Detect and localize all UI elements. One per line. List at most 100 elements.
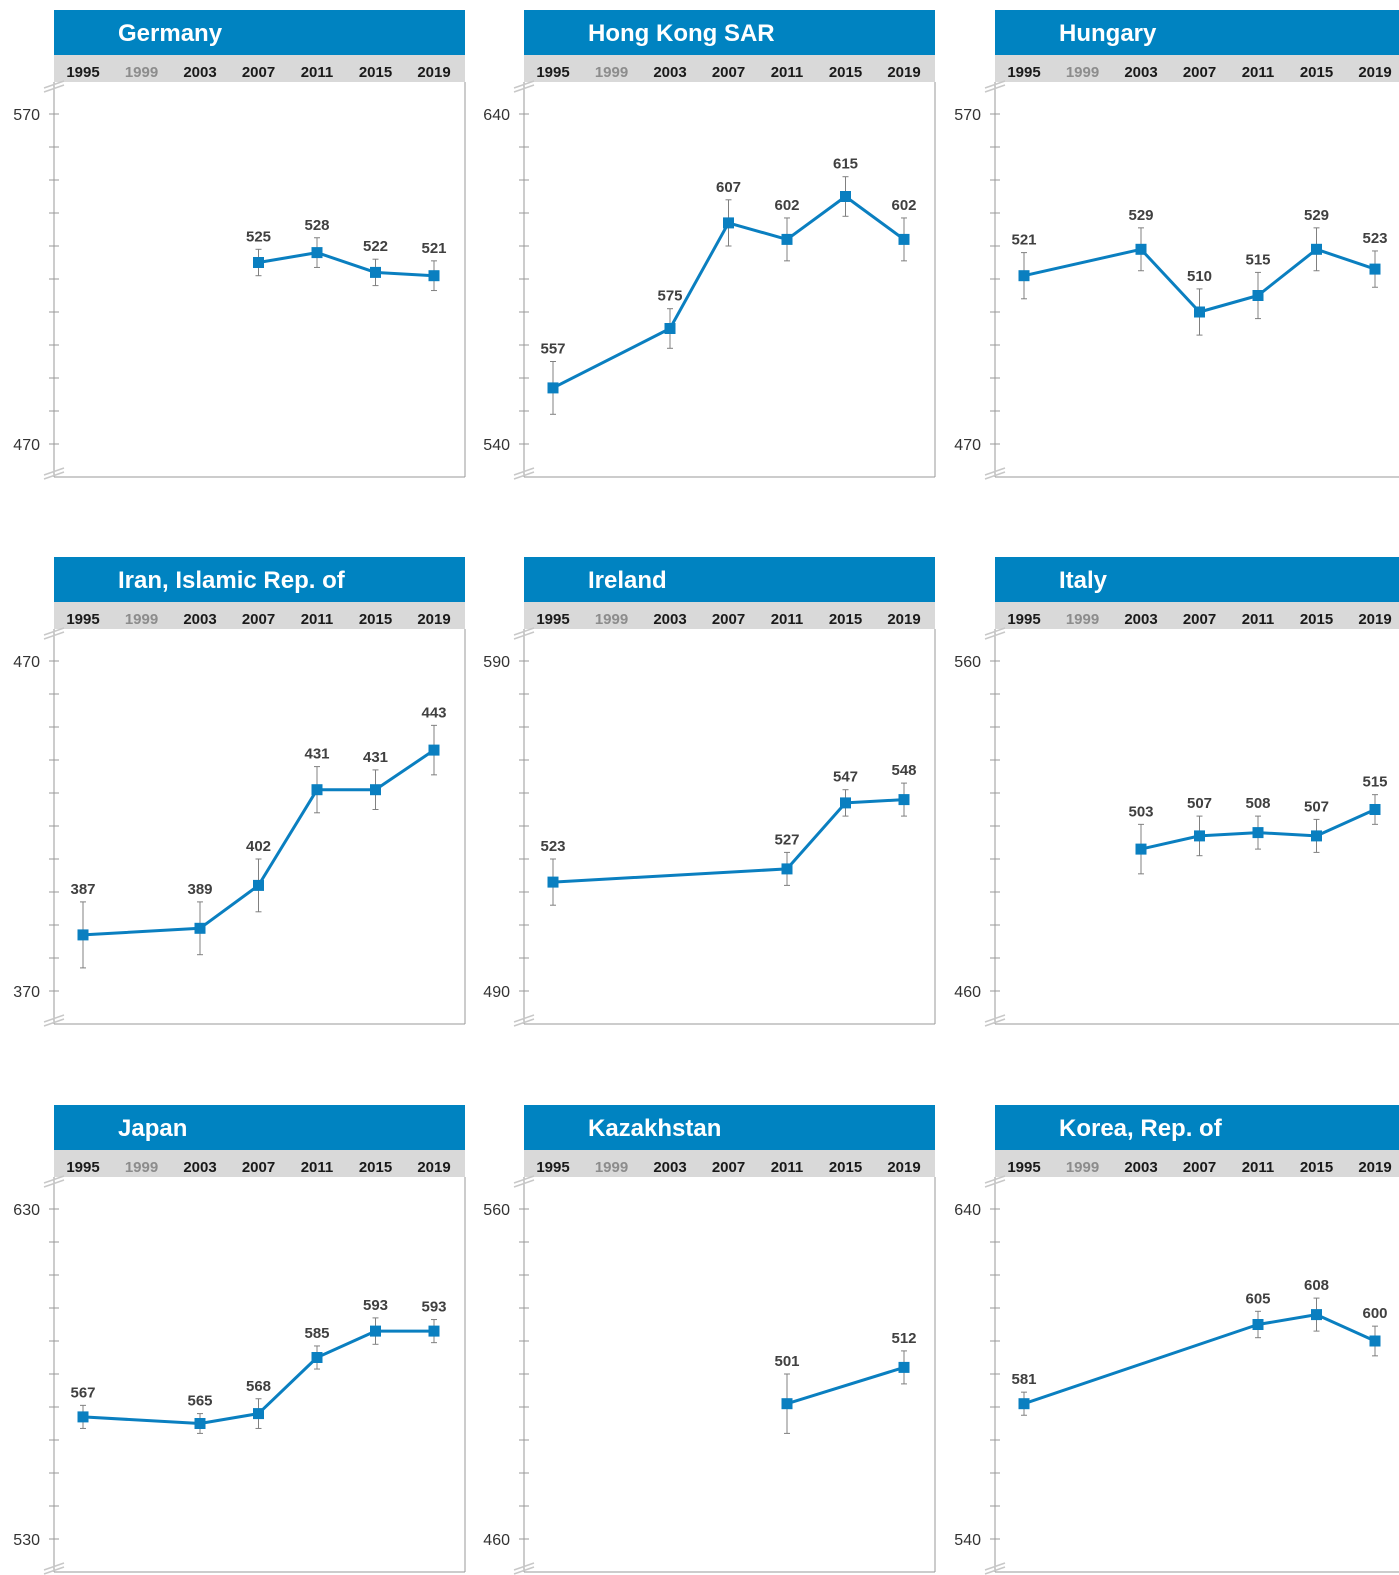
axis-break-mark bbox=[984, 84, 1006, 93]
chart-title: Iran, Islamic Rep. of bbox=[118, 567, 346, 594]
y-tick-label: 470 bbox=[954, 437, 981, 454]
chart-panel: Japan 1995 1999 2003 2007 2011 2015 2019 530 630 5… bbox=[13, 1105, 466, 1575]
data-label: 521 bbox=[421, 240, 446, 257]
year-label: 2007 bbox=[1183, 1159, 1216, 1176]
data-point-marker bbox=[253, 257, 264, 268]
year-label: 2019 bbox=[887, 611, 920, 628]
axis-break-mark bbox=[513, 471, 535, 480]
year-label: 2007 bbox=[712, 611, 745, 628]
data-point-marker bbox=[1311, 1309, 1322, 1321]
year-label: 2015 bbox=[359, 1159, 392, 1176]
year-label: 1999 bbox=[1066, 1159, 1099, 1176]
chart-title: Kazakhstan bbox=[588, 1115, 721, 1142]
year-band bbox=[524, 55, 935, 82]
year-label: 1999 bbox=[595, 611, 628, 628]
axis-break-mark bbox=[43, 631, 65, 640]
data-point-marker bbox=[1194, 830, 1205, 842]
data-point-marker bbox=[781, 233, 793, 245]
year-label: 2011 bbox=[301, 64, 334, 81]
year-band bbox=[54, 1150, 465, 1177]
series-line bbox=[258, 251, 435, 278]
chart-title: Korea, Rep. of bbox=[1059, 1115, 1223, 1142]
data-label: 602 bbox=[891, 197, 916, 214]
y-tick-label: 560 bbox=[954, 654, 981, 671]
data-point-marker bbox=[898, 233, 910, 245]
year-label: 2003 bbox=[653, 64, 686, 81]
year-label: 2019 bbox=[417, 64, 450, 81]
data-label: 512 bbox=[891, 1330, 916, 1347]
data-label: 608 bbox=[1304, 1277, 1329, 1294]
axis-break-mark bbox=[984, 1566, 1006, 1575]
data-label: 547 bbox=[833, 769, 858, 786]
chart-header bbox=[524, 557, 935, 602]
year-label: 1995 bbox=[1007, 611, 1040, 628]
year-label: 2007 bbox=[1183, 64, 1216, 81]
axis-break-mark bbox=[984, 471, 1006, 480]
y-tick-label: 570 bbox=[13, 107, 40, 124]
data-point-marker bbox=[370, 784, 381, 796]
axis-break-mark bbox=[984, 80, 1006, 89]
series-line bbox=[1023, 1313, 1376, 1406]
data-point-marker bbox=[77, 1411, 89, 1423]
data-label: 515 bbox=[1245, 251, 1270, 268]
data-label: 503 bbox=[1128, 803, 1153, 820]
data-label: 602 bbox=[774, 197, 799, 214]
axis-break-mark bbox=[43, 80, 65, 89]
year-label: 2011 bbox=[1242, 1159, 1275, 1176]
data-point-marker bbox=[253, 1408, 264, 1420]
axis-break-mark bbox=[513, 1562, 535, 1571]
data-point-marker bbox=[898, 794, 910, 806]
year-label: 1995 bbox=[66, 1159, 99, 1176]
year-label: 2019 bbox=[1358, 1159, 1391, 1176]
data-point-marker bbox=[840, 191, 851, 202]
year-label: 1999 bbox=[1066, 611, 1099, 628]
year-label: 2011 bbox=[1242, 64, 1275, 81]
chart-panel: Italy 1995 1999 2003 2007 2011 2015 2019 460 560 5… bbox=[954, 557, 1399, 1027]
chart-title: Italy bbox=[1059, 567, 1108, 594]
data-point-marker bbox=[1135, 243, 1147, 255]
axis-break-mark bbox=[43, 1566, 65, 1575]
data-label: 431 bbox=[304, 746, 329, 763]
year-band bbox=[524, 602, 935, 629]
y-tick-label: 490 bbox=[483, 984, 510, 1001]
data-label: 585 bbox=[304, 1325, 329, 1342]
chart-panel: Kazakhstan 1995 1999 2003 2007 2011 2015 2019 46… bbox=[483, 1105, 936, 1575]
data-label: 607 bbox=[716, 179, 741, 196]
year-label: 2015 bbox=[1300, 64, 1333, 81]
year-label: 2003 bbox=[1124, 611, 1157, 628]
data-point-marker bbox=[428, 270, 440, 282]
y-tick-label: 630 bbox=[13, 1202, 40, 1219]
data-label: 528 bbox=[304, 217, 329, 234]
data-point-marker bbox=[253, 879, 264, 891]
year-label: 1999 bbox=[125, 64, 158, 81]
year-label: 1999 bbox=[1066, 64, 1099, 81]
year-label: 2015 bbox=[1300, 611, 1333, 628]
axis-break-mark bbox=[984, 1179, 1006, 1188]
data-point-marker bbox=[370, 266, 381, 278]
year-label: 2011 bbox=[771, 1159, 804, 1176]
axis-break-mark bbox=[513, 627, 535, 636]
year-label: 2019 bbox=[417, 1159, 450, 1176]
chart-header bbox=[995, 1105, 1399, 1150]
y-tick-label: 590 bbox=[483, 654, 510, 671]
axis-break-mark bbox=[984, 1562, 1006, 1571]
chart-header bbox=[54, 10, 465, 55]
data-label: 593 bbox=[421, 1299, 446, 1316]
axis-break-mark bbox=[43, 1179, 65, 1188]
data-point-marker bbox=[1369, 804, 1381, 815]
year-label: 1995 bbox=[536, 1159, 569, 1176]
axis-break-mark bbox=[43, 471, 65, 480]
data-label: 600 bbox=[1362, 1305, 1387, 1322]
year-label: 2019 bbox=[1358, 611, 1391, 628]
year-band bbox=[54, 55, 465, 82]
data-point-marker bbox=[311, 1352, 323, 1363]
data-point-marker bbox=[311, 784, 323, 796]
axis-break-mark bbox=[513, 1014, 535, 1023]
axis-break-mark bbox=[43, 627, 65, 636]
year-label: 1995 bbox=[1007, 64, 1040, 81]
chart-panel: Hong Kong SAR 1995 1999 2003 2007 2011 2015 201… bbox=[483, 10, 936, 480]
data-label: 567 bbox=[70, 1384, 95, 1401]
chart-header bbox=[995, 557, 1399, 602]
axis-break-mark bbox=[513, 1175, 535, 1184]
